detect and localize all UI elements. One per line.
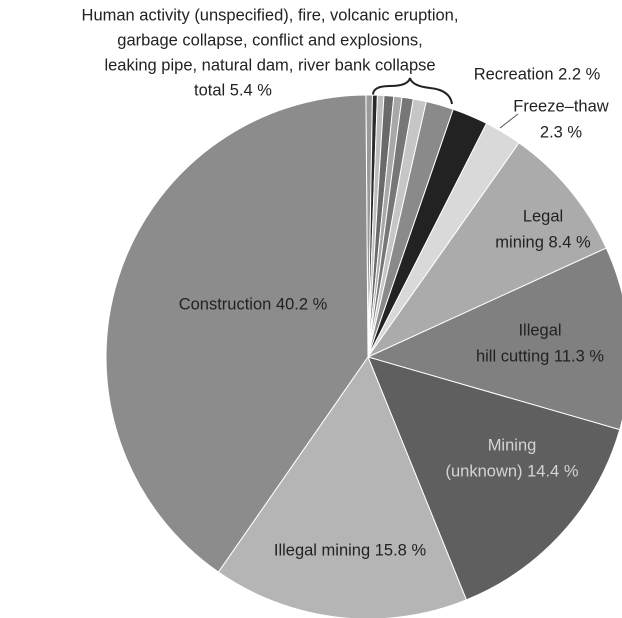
group-annotation: garbage collapse, conflict and explosion… [117, 31, 422, 49]
slice-label: Legal [523, 207, 563, 225]
slice-label: Mining [488, 436, 537, 454]
leader-line [499, 113, 519, 129]
slice-label: 2.3 % [540, 123, 583, 141]
group-annotation: total 5.4 % [194, 81, 272, 99]
slice-label: Illegal [518, 321, 561, 339]
slice-label: Recreation 2.2 % [474, 65, 601, 83]
slice-label: Freeze–thaw [513, 97, 608, 115]
pie-slice [366, 142, 607, 359]
slice-label: (unknown) 14.4 % [446, 462, 579, 480]
pie-slice [105, 94, 369, 573]
pie-slice [366, 247, 622, 431]
slice-label: hill cutting 11.3 % [476, 347, 604, 365]
pie-slice [217, 355, 468, 618]
slice-label: Construction 40.2 % [179, 295, 328, 313]
group-brace [372, 77, 453, 105]
slice-label: mining 8.4 % [495, 233, 591, 251]
slice-label: Illegal mining 15.8 % [274, 541, 427, 559]
pie-slice [367, 356, 621, 601]
group-annotation: leaking pipe, natural dam, river bank co… [104, 56, 435, 74]
group-annotation: Human activity (unspecified), fire, volc… [82, 6, 459, 24]
